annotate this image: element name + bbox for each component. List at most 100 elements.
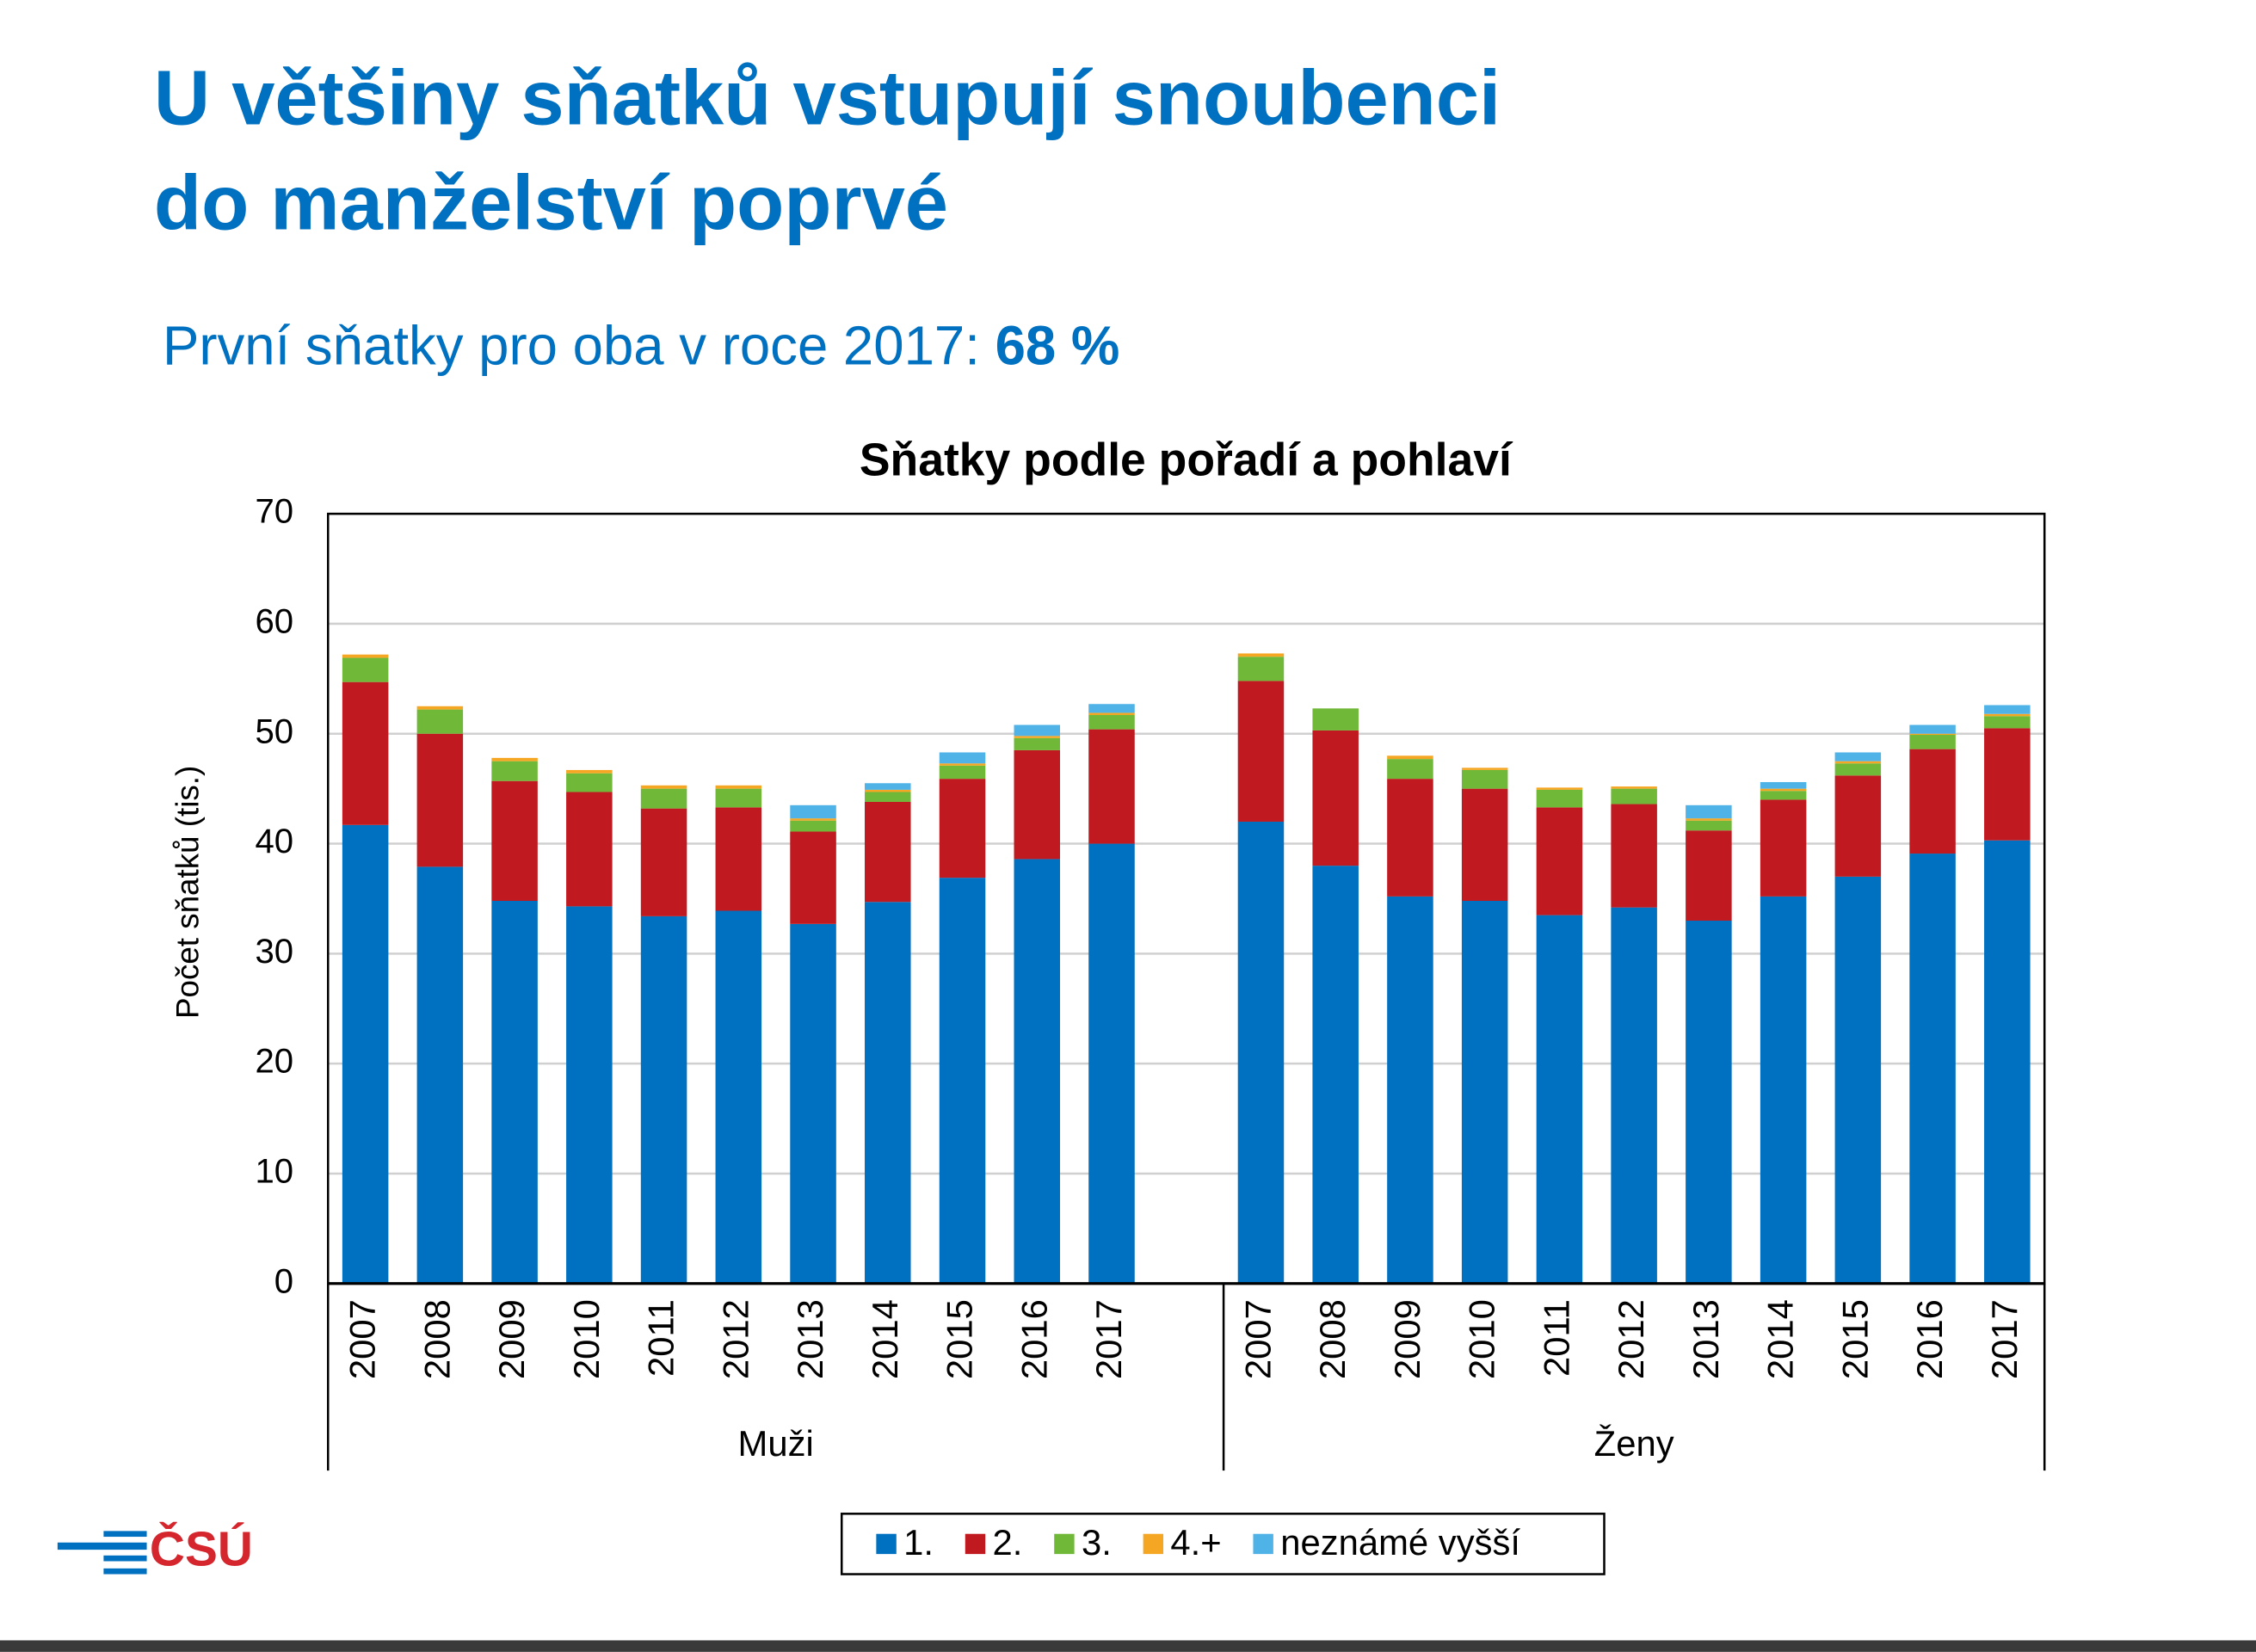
bar-segment	[491, 780, 538, 902]
bar-segment	[1461, 767, 1508, 770]
bar-segment	[1834, 775, 1882, 877]
bar-segment	[1312, 708, 1359, 730]
bar-segment	[1536, 787, 1583, 790]
bar-segment	[1909, 854, 1956, 1284]
logo-text: ČSÚ	[150, 1520, 253, 1576]
bar-segment	[566, 769, 613, 774]
bar-segment	[1760, 791, 1807, 800]
subtitle-text: První sňatky pro oba v roce 2017:	[163, 315, 980, 376]
y-axis-label: Počet sňatků (tis.)	[170, 766, 205, 1019]
bar-segment	[1312, 866, 1359, 1284]
bar-segment	[566, 792, 613, 907]
bar-segment	[566, 906, 613, 1284]
x-tick-label: 2014	[865, 1299, 905, 1379]
bar-segment	[939, 763, 986, 766]
bar-segment	[1461, 788, 1508, 902]
bar-segment	[566, 773, 613, 792]
legend-label: 2.	[993, 1522, 1023, 1563]
bar-segment	[1760, 896, 1807, 1284]
bar-segment	[1387, 896, 1433, 1284]
subtitle-highlight: 68 %	[995, 315, 1120, 376]
x-tick-label: 2012	[715, 1299, 755, 1379]
bar-segment	[790, 923, 836, 1284]
bar-segment	[491, 757, 538, 761]
bar-segment	[790, 820, 836, 832]
y-tick-label: 70	[255, 492, 293, 531]
legend-swatch	[965, 1533, 986, 1555]
x-tick-label: 2007	[342, 1299, 383, 1379]
bar-segment	[1312, 730, 1359, 866]
bar-segment	[1088, 712, 1135, 716]
x-tick-label: 2016	[1909, 1299, 1950, 1379]
bar-segment	[1536, 915, 1583, 1284]
x-tick-label: 2017	[1984, 1299, 2025, 1379]
bar-segment	[1611, 786, 1657, 789]
bar-segment	[1014, 749, 1061, 860]
bar-segment	[715, 788, 762, 808]
bar-segment	[1461, 901, 1508, 1284]
bar-segment	[865, 902, 911, 1284]
bar-segment	[1686, 804, 1732, 819]
bar-segment	[1387, 759, 1433, 780]
bar-segment	[1909, 724, 1956, 734]
x-tick-label: 2011	[641, 1299, 681, 1377]
bar-segment	[790, 831, 836, 924]
bar-segment	[1611, 788, 1657, 804]
bar-segment	[1984, 705, 2031, 714]
bar-segment	[1088, 843, 1135, 1284]
bar-segment	[1686, 921, 1732, 1284]
chart-title: Sňatky podle pořadí a pohlaví	[860, 435, 1513, 486]
bar-segment	[342, 654, 389, 658]
legend-label: 1.	[903, 1522, 934, 1563]
legend-label: neznámé vyšší	[1280, 1522, 1520, 1563]
bar-segment	[1014, 724, 1061, 737]
bar-segment	[1760, 781, 1807, 789]
legend-label: 4.+	[1170, 1522, 1221, 1563]
bar-segment	[1536, 789, 1583, 808]
x-tick-label: 2016	[1014, 1299, 1054, 1379]
bar-segment	[1686, 820, 1732, 831]
bar-segment	[1088, 704, 1135, 713]
group-label: Muži	[738, 1423, 814, 1464]
x-tick-label: 2015	[1834, 1299, 1875, 1379]
y-tick-label: 10	[255, 1152, 293, 1191]
bar-segment	[1834, 763, 1882, 776]
bar-segment	[491, 901, 538, 1284]
bar-segment	[1909, 735, 1956, 749]
bar-segment	[939, 878, 986, 1284]
bar-segment	[1834, 876, 1882, 1284]
bar-segment	[1387, 755, 1433, 760]
bar-segment	[1536, 807, 1583, 915]
logo-line	[103, 1568, 147, 1575]
y-tick-label: 20	[255, 1042, 293, 1081]
bar-segment	[715, 910, 762, 1284]
bar-segment	[416, 733, 464, 867]
bar-segment	[1014, 736, 1061, 738]
logo: ČSÚ	[57, 1520, 253, 1576]
y-tick-label: 0	[274, 1261, 293, 1300]
group-label: Ženy	[1594, 1423, 1674, 1464]
legend-swatch	[1054, 1533, 1075, 1555]
bar-segment	[1984, 713, 2031, 717]
bar-segment	[865, 792, 911, 802]
legend-swatch	[1143, 1533, 1164, 1555]
bar-segment	[1237, 653, 1285, 657]
bar-segment	[342, 657, 389, 682]
bar-segment	[715, 807, 762, 911]
bar-segment	[1760, 788, 1807, 792]
legend-swatch	[1253, 1533, 1273, 1555]
bar-segment	[640, 808, 687, 916]
footer-bar	[0, 1640, 2256, 1652]
bar-segment	[1237, 656, 1285, 681]
y-tick-label: 50	[255, 712, 293, 750]
y-tick-label: 30	[255, 932, 293, 971]
bar-segment	[1237, 821, 1285, 1284]
bar-segment	[939, 752, 986, 764]
bar-segment	[939, 779, 986, 878]
bar-segment	[1387, 779, 1433, 897]
x-tick-label: 2013	[790, 1299, 830, 1379]
bar-segment	[790, 818, 836, 821]
bar-segment	[342, 824, 389, 1284]
bar-segment	[865, 789, 911, 792]
